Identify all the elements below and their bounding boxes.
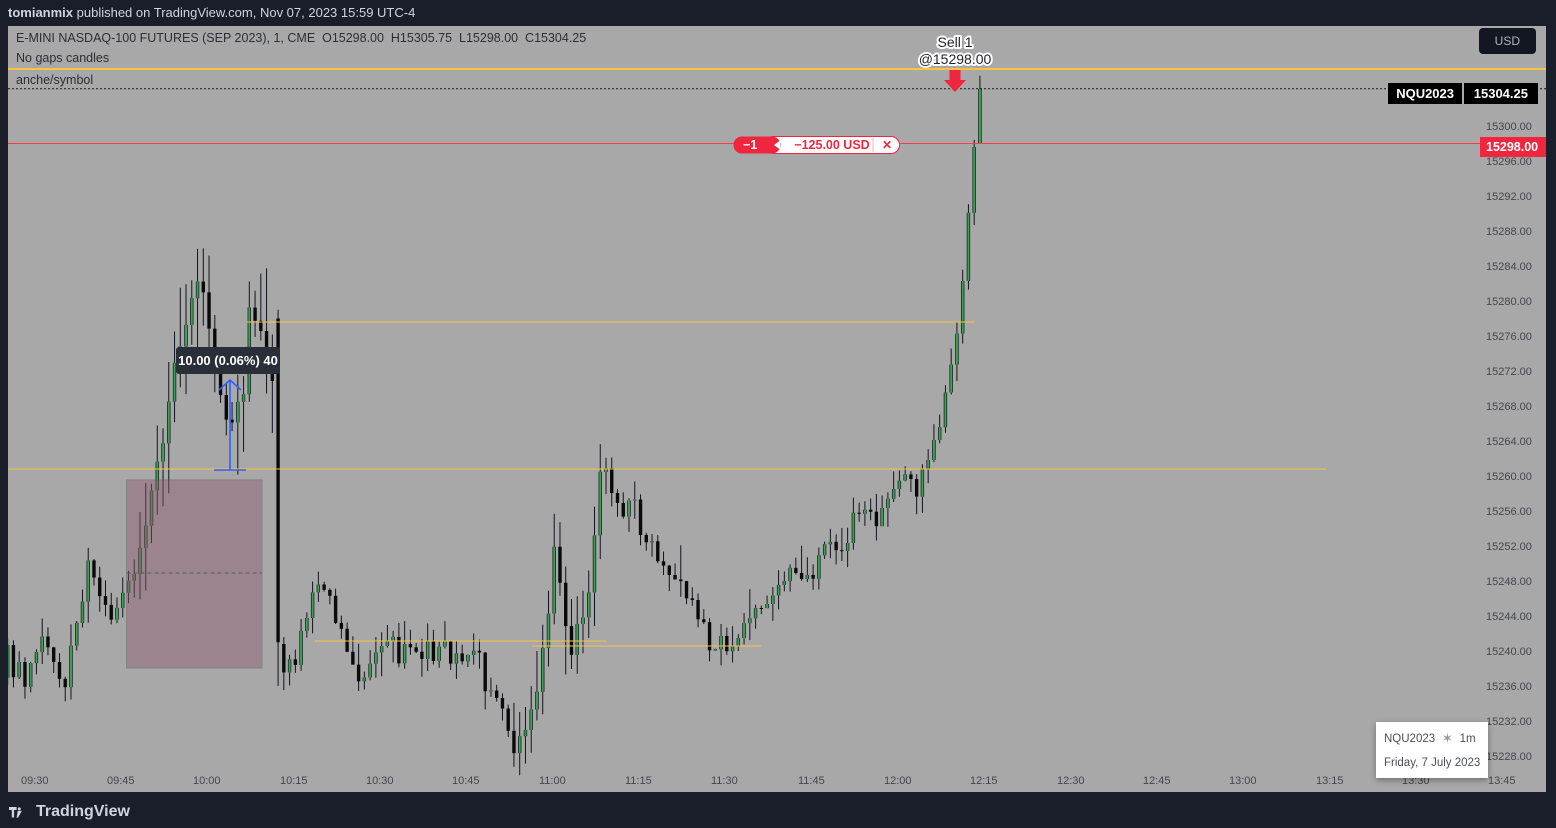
svg-text:✕: ✕ bbox=[882, 138, 892, 152]
svg-text:−125.00 USD: −125.00 USD bbox=[794, 138, 869, 152]
svg-text:−1: −1 bbox=[743, 138, 757, 152]
svg-text:10.00 (0.06%) 40: 10.00 (0.06%) 40 bbox=[178, 353, 278, 368]
